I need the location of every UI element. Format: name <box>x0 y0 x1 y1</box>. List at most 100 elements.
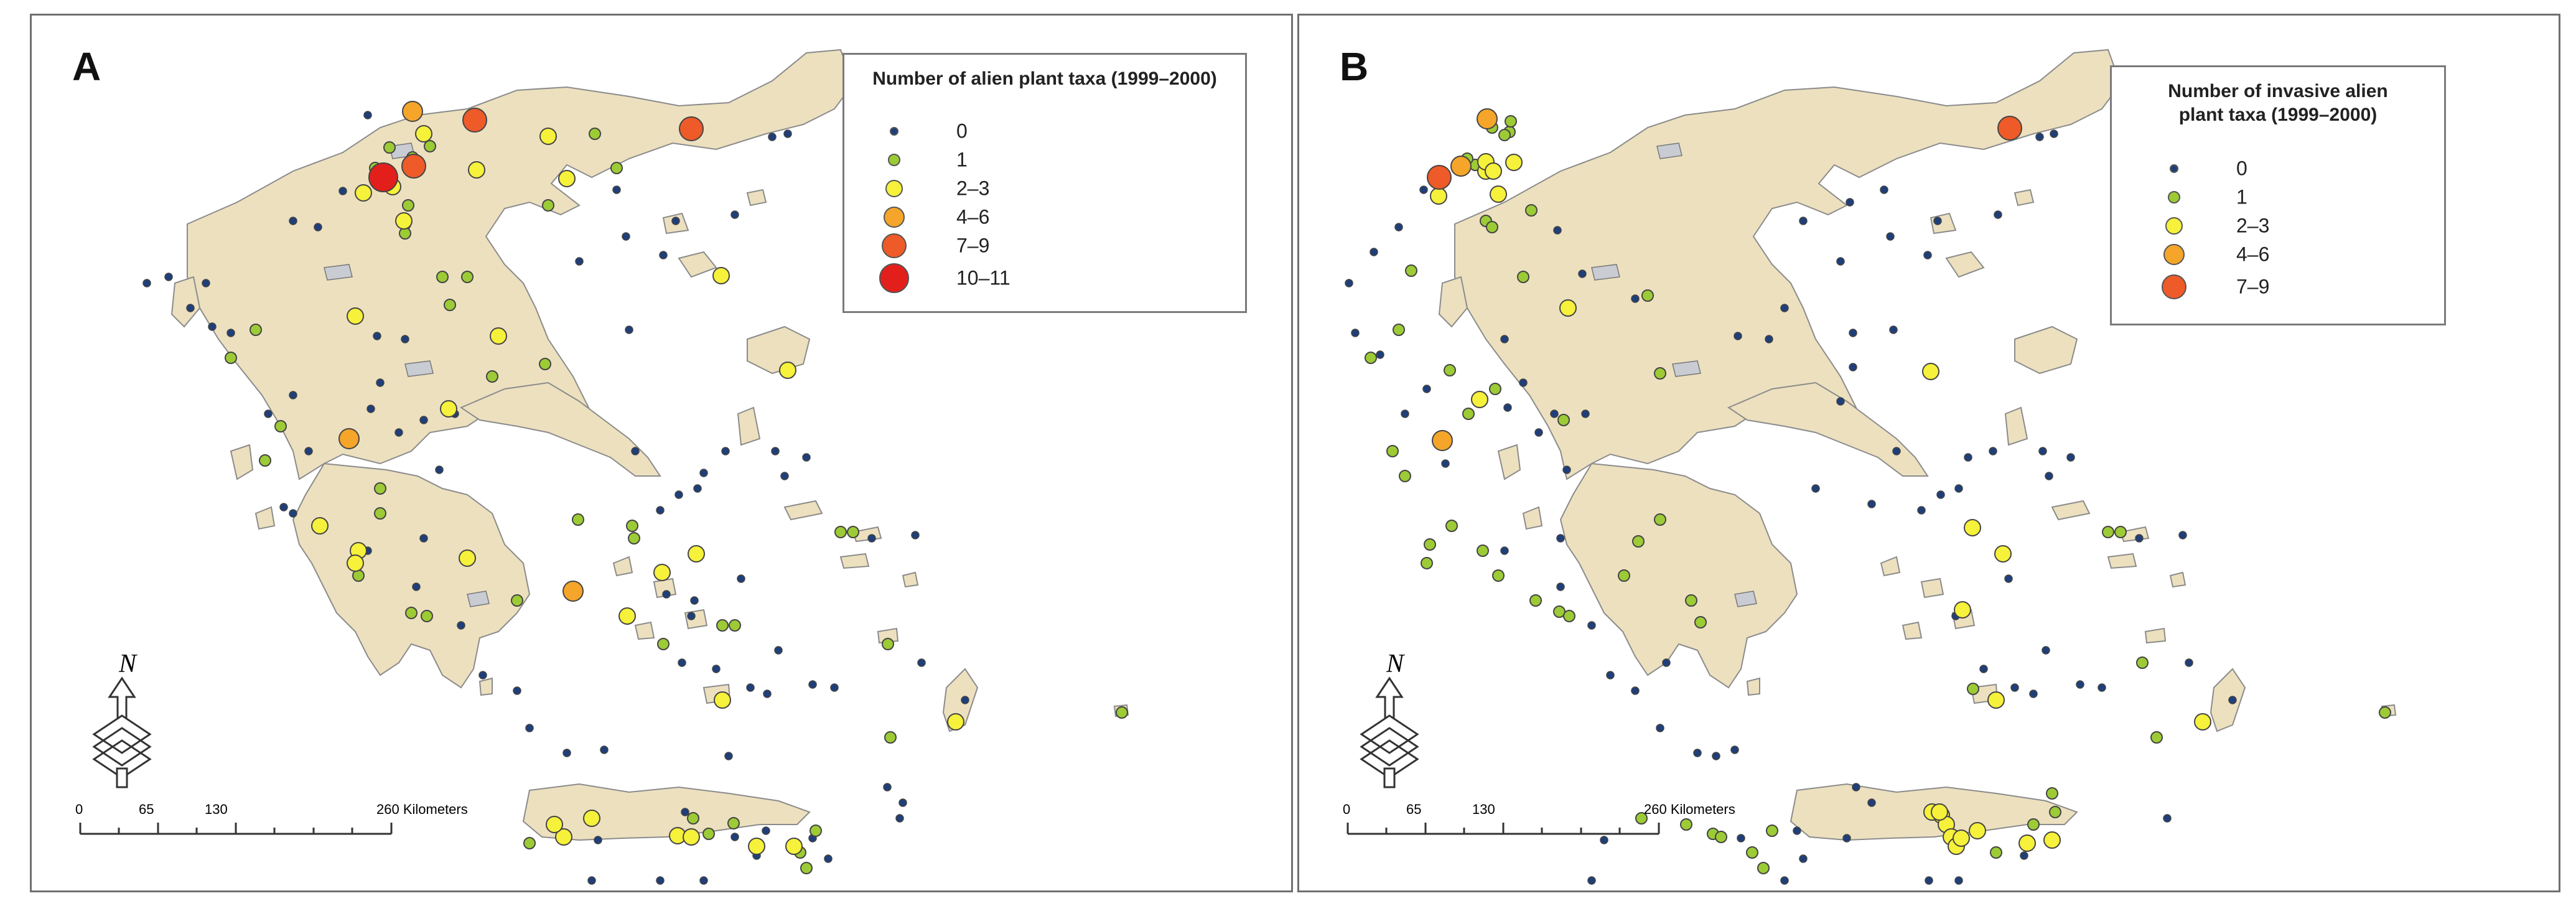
site-marker <box>662 590 671 599</box>
site-marker <box>1424 538 1436 551</box>
land-shape <box>1522 506 1543 530</box>
site-marker <box>1500 546 1509 555</box>
site-marker <box>1370 248 1378 256</box>
site-marker <box>401 154 426 179</box>
land-shape <box>1746 677 1760 696</box>
legend-symbol <box>882 233 907 258</box>
site-marker <box>656 506 665 515</box>
site-marker <box>1997 116 2022 141</box>
site-marker <box>1849 329 1857 337</box>
svg-text:0: 0 <box>75 801 83 817</box>
svg-text:260 Kilometers: 260 Kilometers <box>376 801 468 817</box>
site-marker <box>1376 350 1384 359</box>
site-marker <box>142 279 151 287</box>
land-shape <box>1920 577 1944 599</box>
site-marker <box>461 271 474 283</box>
site-marker <box>1587 621 1596 630</box>
site-marker <box>656 876 665 885</box>
site-marker <box>659 251 668 259</box>
land-a <box>170 49 1129 841</box>
site-marker <box>1933 217 1942 225</box>
site-marker <box>1471 391 1488 408</box>
site-marker <box>724 752 733 760</box>
site-marker <box>1116 706 1128 719</box>
site-marker <box>1811 484 1820 493</box>
site-marker <box>730 833 739 841</box>
site-marker <box>898 798 907 807</box>
site-marker <box>631 447 640 456</box>
site-marker <box>1766 825 1778 837</box>
site-marker <box>917 658 926 667</box>
site-marker <box>1422 385 1431 393</box>
land-shape <box>678 251 717 278</box>
site-marker <box>1557 414 1570 426</box>
lake-shape <box>1672 360 1701 377</box>
site-marker <box>402 101 423 122</box>
site-marker <box>2098 683 2106 692</box>
site-marker <box>2046 787 2058 800</box>
site-marker <box>259 454 271 467</box>
site-marker <box>1489 383 1501 395</box>
site-marker <box>562 581 584 602</box>
site-marker <box>419 534 428 543</box>
legend-title: Number of alien plant taxa (1999–2000) <box>872 68 1217 89</box>
site-marker <box>1964 453 1972 462</box>
site-marker <box>1399 470 1411 482</box>
site-marker <box>1799 217 1808 225</box>
site-marker <box>1500 335 1509 343</box>
site-marker <box>1765 335 1773 343</box>
legend-symbol <box>2168 191 2180 203</box>
site-marker <box>490 327 507 345</box>
site-marker <box>2042 646 2050 655</box>
site-marker <box>1964 519 1981 536</box>
site-marker <box>600 745 609 754</box>
site-marker <box>587 876 596 885</box>
site-marker <box>2135 534 2144 543</box>
site-marker <box>1394 223 1403 231</box>
site-marker <box>363 111 372 119</box>
site-marker <box>1994 210 2002 219</box>
site-marker <box>774 646 783 655</box>
land-shape <box>684 609 708 630</box>
site-marker <box>699 469 708 477</box>
legend-symbol <box>879 263 909 293</box>
site-marker <box>1556 582 1565 591</box>
svg-text:130: 130 <box>205 801 228 817</box>
site-marker <box>1587 876 1596 885</box>
land-shape <box>747 325 811 375</box>
site-marker <box>626 520 638 532</box>
site-marker <box>1715 831 1727 843</box>
site-marker <box>1445 520 1458 532</box>
site-marker <box>2194 713 2211 731</box>
panel-label: A <box>72 44 101 89</box>
land-shape <box>2107 553 2137 569</box>
site-marker <box>1846 198 1854 207</box>
site-marker <box>1979 665 1988 673</box>
site-marker <box>1990 846 2002 859</box>
site-marker <box>1969 822 1986 839</box>
site-marker <box>2020 851 2028 860</box>
site-marker <box>562 749 571 757</box>
site-marker <box>1680 818 1692 831</box>
site-marker <box>436 271 449 283</box>
site-marker <box>2136 656 2149 669</box>
site-marker <box>2185 658 2193 667</box>
land-shape <box>877 627 899 644</box>
site-marker <box>250 324 262 336</box>
site-marker <box>1757 862 1770 874</box>
site-marker <box>1490 185 1507 203</box>
site-marker <box>1492 569 1505 582</box>
site-marker <box>1917 506 1926 515</box>
site-marker <box>2066 453 2075 462</box>
site-marker <box>1892 447 1901 456</box>
site-marker <box>612 185 621 194</box>
site-marker <box>1987 691 2005 709</box>
site-marker <box>405 607 418 619</box>
site-marker <box>1793 826 1801 835</box>
site-marker <box>1994 545 2012 563</box>
site-marker <box>1852 783 1860 792</box>
site-marker <box>1477 108 1498 129</box>
site-marker <box>2379 706 2391 719</box>
site-marker <box>1581 409 1590 418</box>
lake-shape <box>1734 591 1757 607</box>
